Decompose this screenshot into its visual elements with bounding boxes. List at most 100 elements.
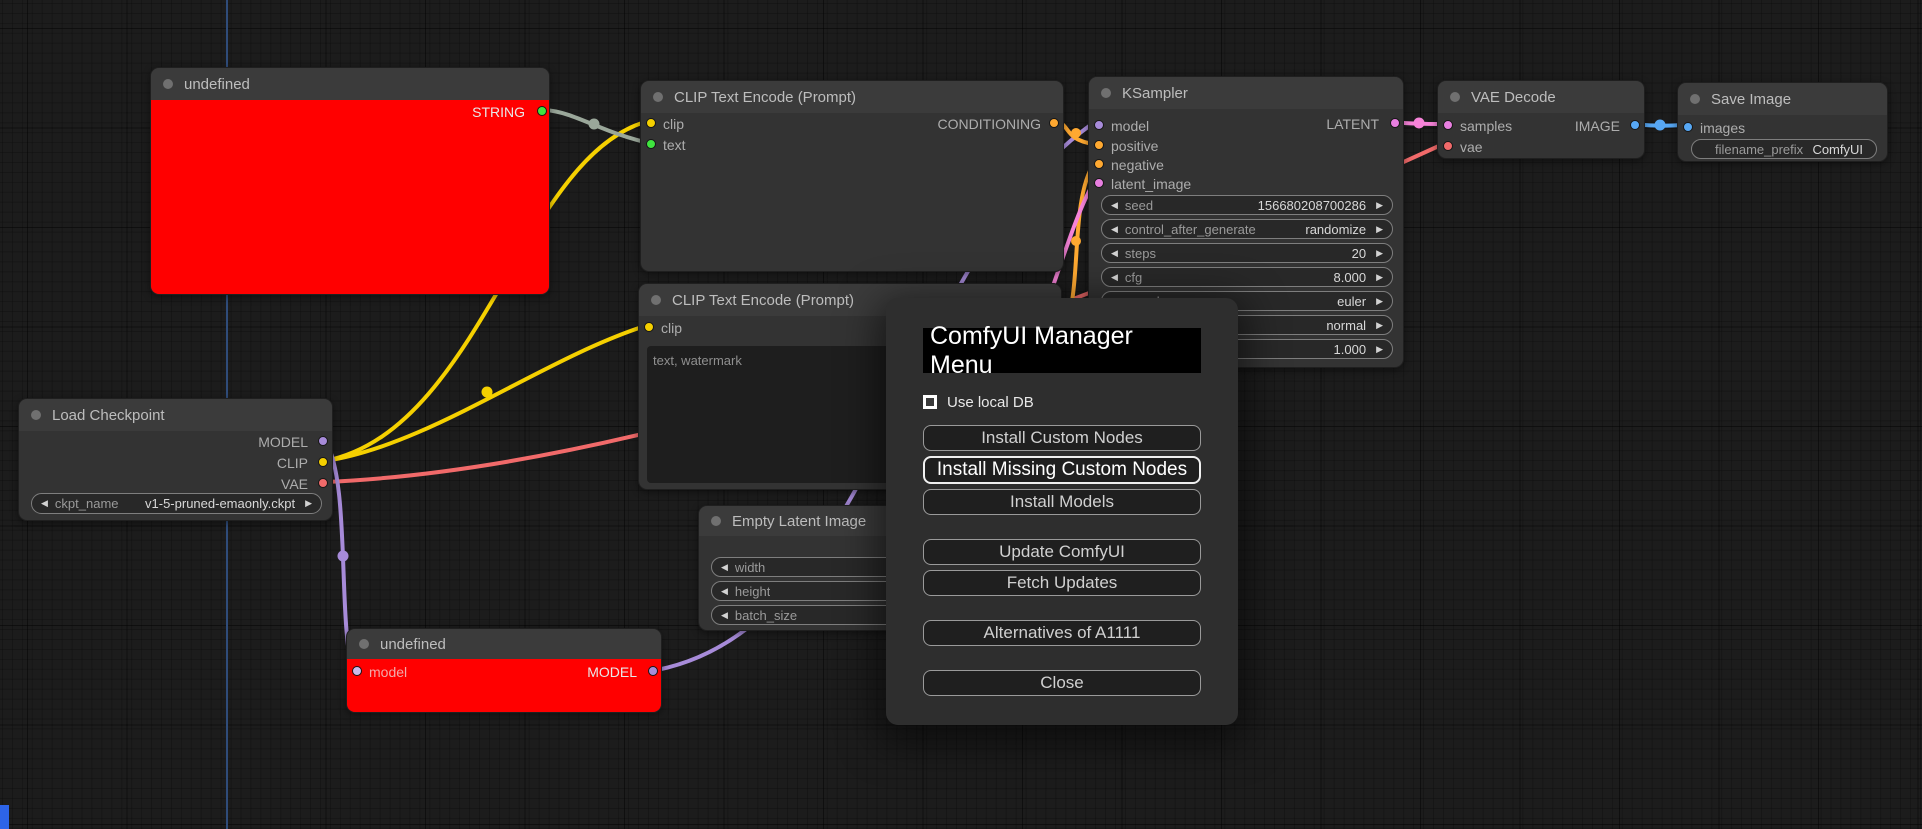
widget-seed[interactable]: ◀ seed 156680208700286 ▶ [1101,195,1393,215]
decrement-arrow-icon[interactable]: ◀ [721,585,728,596]
fetch-updates-button[interactable]: Fetch Updates [923,570,1201,596]
node-title-bar[interactable]: Save Image [1678,83,1887,115]
increment-arrow-icon[interactable]: ▶ [305,498,312,508]
use-local-db-label: Use local DB [947,393,1034,411]
input-port-negative[interactable] [1094,159,1104,169]
increment-arrow-icon[interactable]: ▶ [1376,343,1383,354]
widget-control-after-generate[interactable]: ◀ control_after_generate randomize ▶ [1101,219,1393,239]
node-title: undefined [184,75,250,93]
node-title-bar[interactable]: CLIP Text Encode (Prompt) [641,81,1063,113]
node-title-bar[interactable]: undefined [347,629,661,659]
output-port-vae[interactable] [318,478,328,488]
node-title-bar[interactable]: VAE Decode [1438,81,1644,113]
output-port-latent[interactable] [1390,118,1400,128]
input-label: clip [663,116,685,132]
node-vae-decode[interactable]: VAE Decode samples vae IMAGE [1437,80,1645,159]
output-label: CLIP [276,455,308,471]
node-title-bar[interactable]: Load Checkpoint [19,399,332,431]
widget-steps[interactable]: ◀ steps 20 ▶ [1101,243,1393,263]
close-button[interactable]: Close [923,670,1201,696]
node-title: undefined [380,635,446,653]
node-undefined-top[interactable]: undefined STRING [150,67,550,295]
node-save-image[interactable]: Save Image images filename_prefix ComfyU… [1677,82,1888,162]
comfyui-manager-menu-dialog: ComfyUI Manager Menu Use local DB Instal… [886,298,1238,725]
dialog-title: ComfyUI Manager Menu [923,322,1201,379]
button-group-spacer [923,651,1201,670]
increment-arrow-icon[interactable]: ▶ [1376,295,1383,306]
decrement-arrow-icon[interactable]: ◀ [1111,271,1118,282]
increment-arrow-icon[interactable]: ▶ [1376,271,1383,282]
output-port-string[interactable] [537,106,547,116]
use-local-db-checkbox[interactable] [923,395,937,409]
widget-filename-prefix[interactable]: filename_prefix ComfyUI [1691,139,1877,159]
node-status-dot-icon [1101,88,1111,98]
input-port-positive[interactable] [1094,140,1104,150]
node-error-body [151,100,549,294]
node-undefined-bottom[interactable]: undefined model MODEL [346,628,662,713]
node-status-dot-icon [651,295,661,305]
node-title: Save Image [1711,90,1792,108]
node-title-bar[interactable]: undefined [151,68,549,100]
node-title-bar[interactable]: KSampler [1089,77,1403,109]
node-title: CLIP Text Encode (Prompt) [674,88,857,106]
output-port-clip[interactable] [318,457,328,467]
output-label: LATENT [1326,116,1379,132]
input-label: model [1111,118,1150,134]
output-port-conditioning[interactable] [1049,118,1059,128]
decrement-arrow-icon[interactable]: ◀ [1111,247,1118,258]
input-port-clip[interactable] [646,118,656,128]
node-status-dot-icon [653,92,663,102]
input-port-samples[interactable] [1443,120,1453,130]
input-label: negative [1111,157,1164,173]
output-label: MODEL [587,664,637,680]
output-port-model[interactable] [648,666,658,676]
node-status-dot-icon [359,639,369,649]
input-port-vae[interactable] [1443,141,1453,151]
increment-arrow-icon[interactable]: ▶ [1376,247,1383,258]
input-label: images [1700,120,1746,136]
increment-arrow-icon[interactable]: ▶ [1376,319,1383,330]
canvas-corner-marker [0,805,9,829]
input-port-model[interactable] [1094,120,1104,130]
input-port-text[interactable] [646,139,656,149]
install-missing-custom-nodes-button[interactable]: Install Missing Custom Nodes [923,456,1201,484]
decrement-arrow-icon[interactable]: ◀ [41,498,48,508]
node-status-dot-icon [711,516,721,526]
input-port-model[interactable] [352,666,362,676]
install-custom-nodes-button[interactable]: Install Custom Nodes [923,425,1201,451]
input-port-clip[interactable] [644,322,654,332]
node-title: VAE Decode [1471,88,1556,106]
output-port-image[interactable] [1630,120,1640,130]
increment-arrow-icon[interactable]: ▶ [1376,199,1383,210]
output-label: VAE [281,476,308,492]
input-label: latent_image [1111,176,1192,192]
node-title: Load Checkpoint [52,406,165,424]
output-port-model[interactable] [318,436,328,446]
input-label: samples [1460,118,1513,134]
node-title: CLIP Text Encode (Prompt) [672,291,855,309]
node-load-checkpoint[interactable]: Load Checkpoint MODEL CLIP VAE ◀ ckpt_na… [18,398,333,521]
output-label: STRING [472,104,525,120]
decrement-arrow-icon[interactable]: ◀ [721,561,728,572]
node-title: KSampler [1122,84,1188,102]
input-label: clip [661,320,683,336]
widget-ckpt-name[interactable]: ◀ ckpt_name v1-5-pruned-emaonly.ckpt ▶ [31,493,322,514]
node-title: Empty Latent Image [732,512,867,530]
update-comfyui-button[interactable]: Update ComfyUI [923,539,1201,565]
output-label: CONDITIONING [937,116,1041,132]
node-clip-text-encode-1[interactable]: CLIP Text Encode (Prompt) clip text COND… [640,80,1064,272]
output-label: IMAGE [1574,118,1620,134]
alternatives-of-a1111-button[interactable]: Alternatives of A1111 [923,620,1201,646]
install-models-button[interactable]: Install Models [923,489,1201,515]
decrement-arrow-icon[interactable]: ◀ [721,609,728,620]
input-port-latent-image[interactable] [1094,178,1104,188]
node-status-dot-icon [163,79,173,89]
input-port-images[interactable] [1683,122,1693,132]
decrement-arrow-icon[interactable]: ◀ [1111,223,1118,234]
increment-arrow-icon[interactable]: ▶ [1376,223,1383,234]
button-group-spacer [923,601,1201,620]
widget-cfg[interactable]: ◀ cfg 8.000 ▶ [1101,267,1393,287]
output-label: MODEL [258,434,308,450]
decrement-arrow-icon[interactable]: ◀ [1111,199,1118,210]
